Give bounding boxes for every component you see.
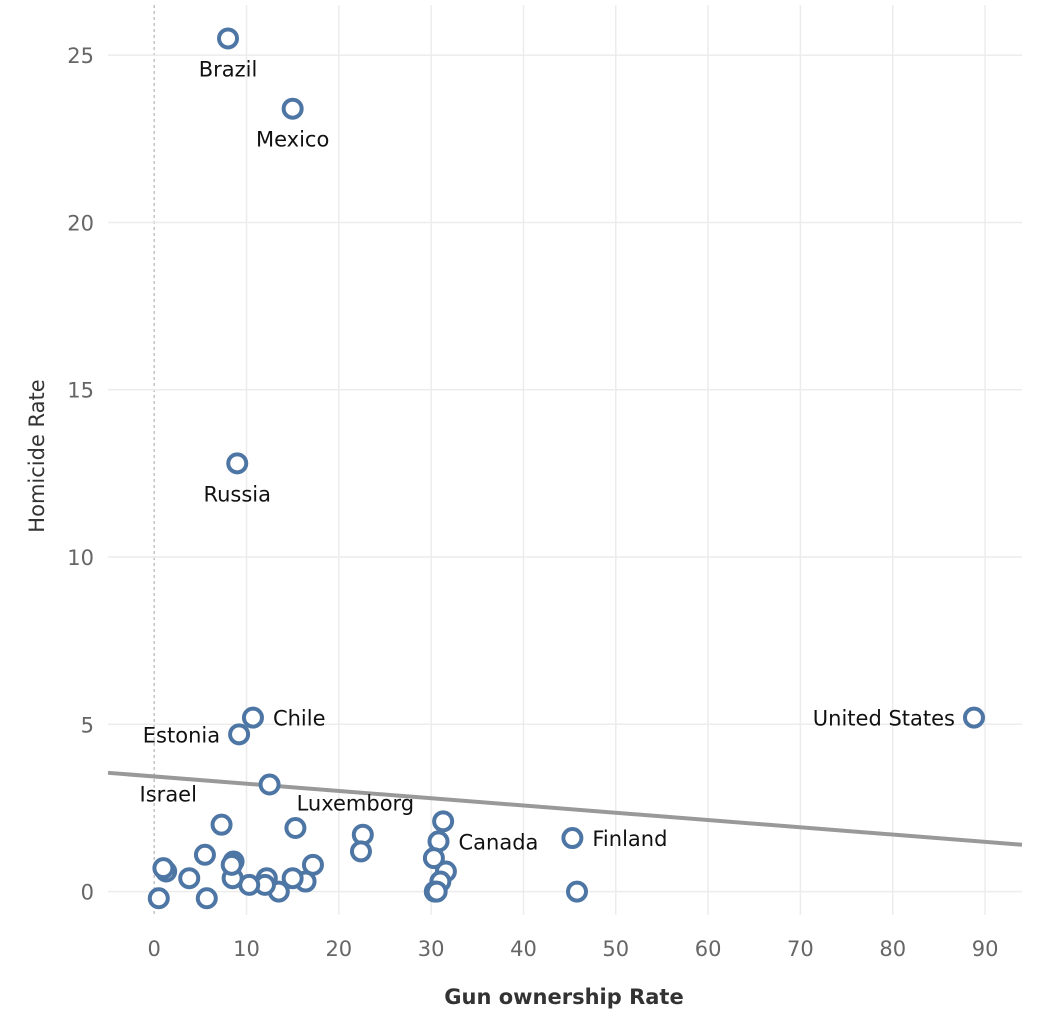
data-point bbox=[210, 813, 233, 836]
data-point bbox=[178, 867, 201, 890]
x-tick-label: 80 bbox=[879, 937, 906, 961]
data-point bbox=[962, 706, 985, 729]
data-point bbox=[422, 847, 445, 870]
y-tick-label: 0 bbox=[81, 881, 94, 905]
data-point bbox=[226, 452, 249, 475]
y-tick-label: 20 bbox=[67, 211, 94, 235]
x-tick-label: 30 bbox=[418, 937, 445, 961]
x-tick-label: 90 bbox=[972, 937, 999, 961]
data-point bbox=[193, 843, 216, 866]
point-labels: Brazil Mexico Russia Chile Estonia United Sta… bbox=[140, 57, 955, 854]
x-tick-label: 50 bbox=[602, 937, 629, 961]
y-tick-label: 15 bbox=[67, 379, 94, 403]
y-tick-label: 5 bbox=[81, 713, 94, 737]
point-label: Israel bbox=[140, 783, 197, 807]
data-point bbox=[561, 827, 584, 850]
data-point bbox=[220, 853, 243, 876]
data-point bbox=[284, 817, 307, 840]
x-tick-label: 10 bbox=[233, 937, 260, 961]
data-point bbox=[241, 706, 264, 729]
point-label: United States bbox=[813, 707, 955, 731]
point-label: Estonia bbox=[143, 723, 220, 747]
data-point bbox=[281, 867, 304, 890]
data-point bbox=[228, 723, 251, 746]
point-label: Luxemborg bbox=[297, 792, 415, 816]
data-point bbox=[432, 810, 455, 833]
point-label: Mexico bbox=[256, 128, 329, 152]
x-axis-title: Gun ownership Rate bbox=[444, 985, 683, 1009]
data-point bbox=[152, 857, 175, 880]
y-tick-label: 10 bbox=[67, 546, 94, 570]
data-point bbox=[425, 880, 448, 903]
x-tick-label: 0 bbox=[147, 937, 160, 961]
point-label: Finland bbox=[592, 827, 667, 851]
y-axis-title: Homicide Rate bbox=[25, 379, 49, 532]
x-tick-label: 40 bbox=[510, 937, 537, 961]
point-label: Chile bbox=[273, 707, 326, 731]
x-tick-label: 60 bbox=[695, 937, 722, 961]
data-point bbox=[566, 880, 589, 903]
data-point bbox=[349, 840, 372, 863]
data-point bbox=[281, 97, 304, 120]
axes: 0 10 20 30 40 50 60 70 80 90 0 5 10 15 20 25 bbox=[67, 44, 998, 961]
data-point bbox=[258, 773, 281, 796]
data-points bbox=[147, 27, 985, 910]
point-label: Russia bbox=[203, 482, 271, 506]
point-label: Canada bbox=[459, 830, 539, 854]
y-tick-label: 25 bbox=[67, 44, 94, 68]
x-tick-label: 70 bbox=[787, 937, 814, 961]
data-point bbox=[195, 887, 218, 910]
gridlines bbox=[108, 5, 1022, 915]
data-point bbox=[147, 887, 170, 910]
point-label: Brazil bbox=[199, 57, 258, 81]
data-point bbox=[217, 27, 240, 50]
x-tick-label: 20 bbox=[325, 937, 352, 961]
